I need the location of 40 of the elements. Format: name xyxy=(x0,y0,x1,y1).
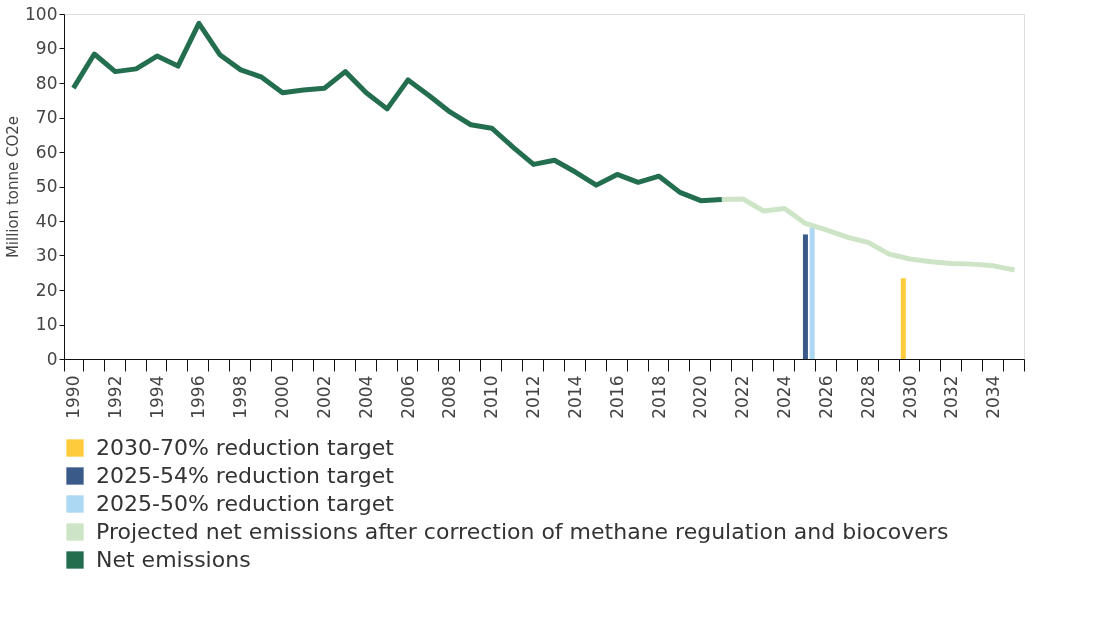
y-tick-label: 30 xyxy=(35,245,58,265)
y-tick-label: 60 xyxy=(35,141,58,162)
y-tick-label: 0 xyxy=(46,348,58,369)
legend-label: 2025-54% reduction target xyxy=(96,463,395,488)
x-tick-label: 2030 xyxy=(899,375,920,419)
x-tick-label: 2020 xyxy=(690,375,711,419)
x-tick-label: 1992 xyxy=(104,375,125,419)
x-tick-label: 2004 xyxy=(355,375,376,419)
legend-label: Net emissions xyxy=(96,547,251,572)
y-axis-title: Million tonne CO2e xyxy=(4,115,23,259)
y-tick-label: 80 xyxy=(35,72,58,93)
x-tick-label: 2032 xyxy=(941,375,962,419)
x-tick-label: 1998 xyxy=(230,375,251,419)
x-tick-label: 2014 xyxy=(564,375,585,419)
y-tick-label: 10 xyxy=(35,314,58,334)
y-tick-label: 100 xyxy=(25,3,58,24)
x-tick-label: 2010 xyxy=(481,375,502,419)
x-tick-label: 2016 xyxy=(606,375,627,419)
y-tick-label: 90 xyxy=(35,38,58,58)
y-tick-label: 20 xyxy=(35,279,58,300)
y-tick-label: 70 xyxy=(35,107,58,127)
y-tick-label: 50 xyxy=(35,176,58,196)
x-tick-label: 2006 xyxy=(397,375,418,419)
legend-label: Projected net emissions after correction of methane regulation and biocovers xyxy=(96,519,949,544)
x-tick-label: 2024 xyxy=(774,375,795,419)
x-tick-label: 1996 xyxy=(188,375,209,419)
x-tick-label: 2034 xyxy=(983,375,1004,419)
x-tick-label: 2018 xyxy=(648,375,669,419)
x-tick-label: 2026 xyxy=(815,375,836,419)
x-tick-label: 2000 xyxy=(272,375,293,419)
x-tick-label: 1990 xyxy=(62,375,83,419)
y-tick-label: 40 xyxy=(35,210,58,231)
x-tick-label: 2022 xyxy=(732,375,753,419)
x-tick-label: 1994 xyxy=(146,375,167,419)
x-tick-label: 2008 xyxy=(439,375,460,419)
x-tick-label: 2012 xyxy=(523,375,544,419)
legend-label: 2025-50% reduction target xyxy=(96,491,395,516)
legend-label: 2030-70% reduction target xyxy=(96,435,395,460)
x-tick-label: 2028 xyxy=(857,375,878,419)
x-tick-label: 2002 xyxy=(313,375,334,419)
